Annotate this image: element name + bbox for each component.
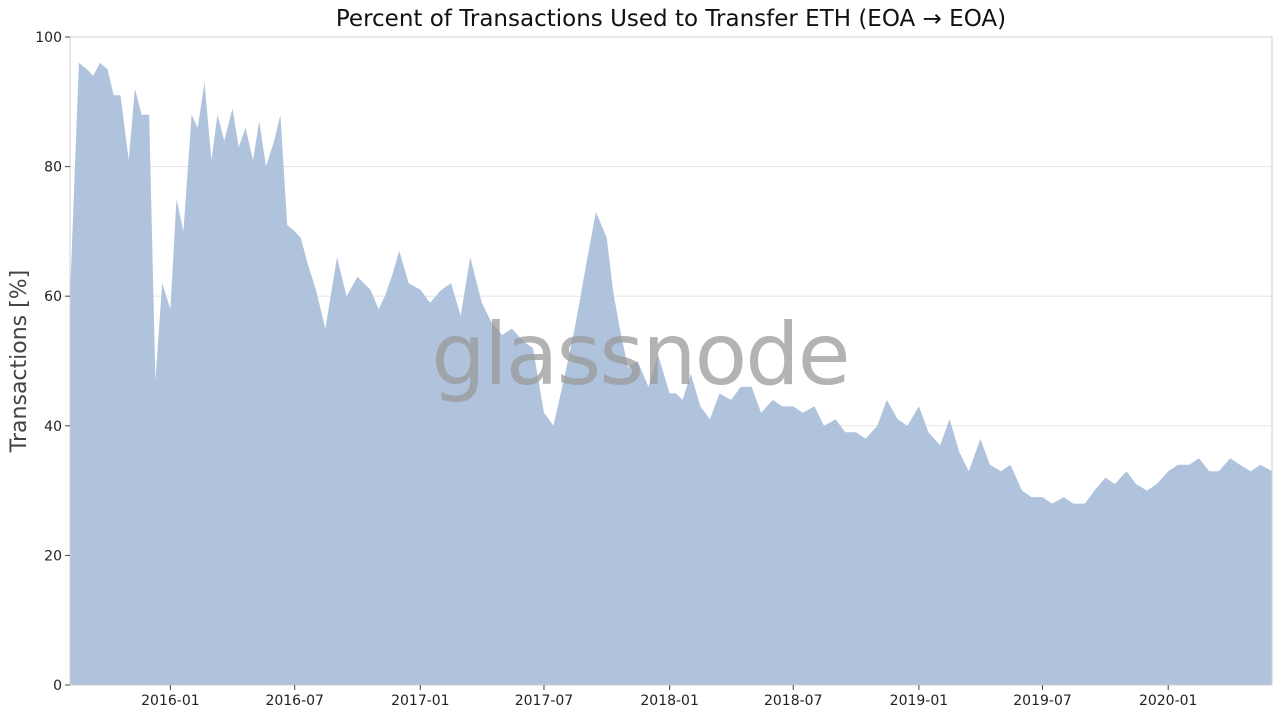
y-tick-label: 80 [44, 160, 62, 176]
plot-frame [69, 36, 1273, 686]
x-tick-label: 2016-01 [141, 693, 200, 709]
y-tick-label: 100 [35, 30, 62, 46]
x-tick-label: 2018-07 [764, 693, 823, 709]
plot-area [70, 62, 1272, 685]
x-tick-label: 2019-01 [890, 693, 949, 709]
chart-title: Percent of Transactions Used to Transfer… [336, 6, 1006, 32]
y-axis: 0 20 40 60 80 100 [35, 30, 70, 694]
y-tick-label: 40 [44, 419, 62, 435]
x-tick-label: 2018-01 [640, 693, 699, 709]
y-axis-label: Transactions [%] [7, 270, 32, 453]
x-tick-label: 2016-07 [265, 693, 324, 709]
x-tick-label: 2020-01 [1139, 693, 1198, 709]
x-tick-label: 2017-07 [515, 693, 574, 709]
x-tick-label: 2019-07 [1013, 693, 1072, 709]
y-tick-label: 0 [53, 678, 62, 694]
watermark: glassnode [431, 305, 848, 405]
x-axis: 2016-01 2016-07 2017-01 2017-07 2018-01 2018-… [141, 685, 1197, 709]
y-tick-label: 20 [44, 548, 62, 564]
series-area [70, 62, 1272, 685]
y-tick-label: 60 [44, 289, 62, 305]
x-tick-label: 2017-01 [391, 693, 450, 709]
